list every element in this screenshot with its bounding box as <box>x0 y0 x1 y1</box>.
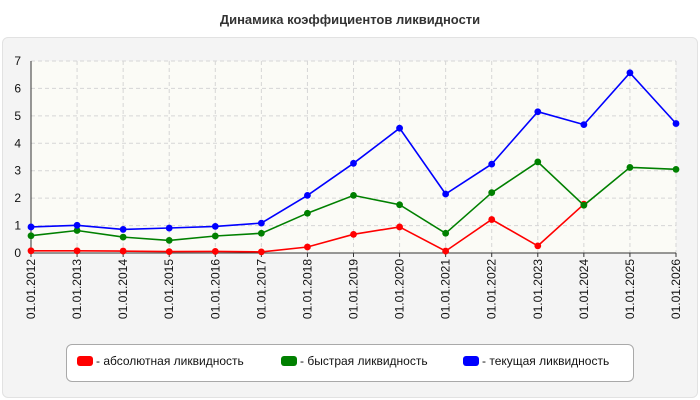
legend-label-current: - текущая ликвидность <box>482 354 610 368</box>
data-point <box>626 69 634 77</box>
data-point <box>672 120 680 127</box>
chart-title: Динамика коэффициентов ликвидности <box>219 12 481 27</box>
data-point <box>488 216 496 223</box>
data-point <box>672 165 680 173</box>
data-point <box>119 226 127 233</box>
x-tick-label: 01.01.2024 <box>577 259 591 319</box>
y-tick-label: 7 <box>14 54 21 68</box>
y-tick-label: 2 <box>14 191 21 205</box>
data-point <box>442 190 450 198</box>
x-tick-label: 01.01.2020 <box>393 259 407 319</box>
data-point <box>73 247 81 255</box>
y-tick-label: 1 <box>14 219 21 233</box>
x-tick-label: 01.01.2021 <box>439 259 453 319</box>
legend-label-quick: - быстрая ликвидность <box>300 354 428 368</box>
y-tick-label: 3 <box>14 164 21 178</box>
data-point <box>626 164 634 171</box>
data-point <box>350 159 357 167</box>
data-point <box>119 247 127 255</box>
data-point <box>304 209 311 217</box>
data-point <box>27 232 35 240</box>
data-point <box>580 201 588 209</box>
data-point <box>119 233 127 241</box>
data-point <box>580 121 588 129</box>
x-tick-label: 01.01.2022 <box>485 259 499 319</box>
x-tick-label: 01.01.2018 <box>300 259 314 319</box>
x-tick-label: 01.01.2013 <box>70 259 84 319</box>
y-tick-label: 6 <box>14 81 21 95</box>
data-point <box>396 124 403 132</box>
legend-swatch-blue <box>463 356 479 366</box>
data-point <box>73 227 81 234</box>
legend-swatch-red <box>77 356 93 366</box>
x-tick-label: 01.01.2017 <box>254 259 268 319</box>
y-tick-label: 0 <box>14 246 21 260</box>
data-point <box>27 247 35 255</box>
data-point <box>27 223 35 231</box>
data-point <box>304 192 311 199</box>
data-point <box>211 247 219 255</box>
x-tick-label: 01.01.2016 <box>208 259 222 319</box>
data-point <box>350 192 357 199</box>
data-point <box>396 223 403 231</box>
data-point <box>534 158 542 166</box>
x-tick-label: 01.01.2025 <box>623 259 637 319</box>
x-tick-label: 01.01.2019 <box>347 259 361 319</box>
data-point <box>211 222 219 230</box>
data-point <box>304 243 311 251</box>
legend-item-absolute: - абсолютная ликвидность <box>77 354 244 368</box>
data-point <box>165 236 173 244</box>
data-point <box>534 242 542 250</box>
data-point <box>350 230 357 238</box>
x-tick-label: 01.01.2014 <box>116 259 130 319</box>
legend-swatch-green <box>281 356 297 366</box>
chart-legend: - абсолютная ликвидность - быстрая ликви… <box>66 344 634 382</box>
y-tick-label: 5 <box>14 109 21 123</box>
data-point <box>165 224 173 232</box>
legend-item-quick: - быстрая ликвидность <box>281 354 428 368</box>
x-tick-label: 01.01.2012 <box>24 259 38 319</box>
data-point <box>396 201 403 209</box>
data-point <box>257 229 265 237</box>
data-point <box>488 160 496 168</box>
data-point <box>488 189 496 197</box>
data-point <box>442 229 450 237</box>
data-point <box>165 248 173 256</box>
data-point <box>73 221 81 229</box>
x-tick-label: 01.01.2015 <box>162 259 176 319</box>
y-tick-label: 4 <box>14 136 21 150</box>
x-tick-label: 01.01.2023 <box>531 259 545 319</box>
data-point <box>211 232 219 240</box>
data-point <box>534 108 542 116</box>
data-point <box>442 247 450 255</box>
data-point <box>257 219 265 227</box>
legend-item-current: - текущая ликвидность <box>463 354 609 368</box>
legend-label-absolute: - абсолютная ликвидность <box>96 354 244 368</box>
data-point <box>257 248 265 256</box>
x-tick-label: 01.01.2026 <box>669 259 683 319</box>
